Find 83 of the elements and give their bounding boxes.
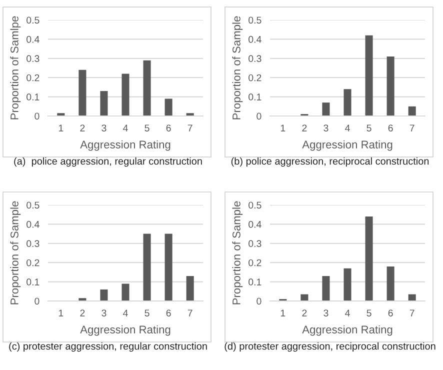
x-tick-label: 4: [123, 310, 128, 316]
bar: [164, 234, 172, 301]
y-tick-label: 0.3: [248, 55, 262, 62]
bar: [344, 268, 352, 301]
y-tick-label: 0.3: [26, 55, 40, 62]
bar: [143, 60, 151, 116]
y-tick-label: 0.4: [248, 36, 262, 43]
x-tick-label: 3: [102, 310, 106, 316]
y-tick-label: 0.1: [248, 278, 262, 286]
x-tick-label: 4: [345, 124, 350, 132]
x-tick-label: 4: [123, 124, 128, 132]
x-tick-label: 7: [188, 124, 192, 132]
x-axis-title: Aggression Rating: [80, 325, 170, 336]
bar: [164, 98, 172, 116]
x-tick-label: 3: [324, 310, 328, 316]
x-tick-label: 2: [80, 310, 85, 316]
x-tick-label: 6: [388, 310, 393, 316]
bar: [186, 276, 194, 301]
y-tick-label: 0.5: [248, 16, 262, 24]
x-tick-label: 6: [166, 310, 171, 316]
y-tick-label: 0.5: [26, 16, 40, 24]
x-tick-label: 5: [144, 124, 150, 132]
x-tick-label: 2: [302, 310, 307, 316]
x-tick-label: 1: [58, 310, 64, 316]
x-tick-label: 2: [80, 124, 85, 132]
bar: [365, 35, 373, 116]
y-axis-title: Proportion of Samlpe: [10, 16, 21, 120]
y-axis-title: Proportion of Sample: [232, 201, 243, 304]
y-tick-label: 0.1: [26, 278, 40, 286]
y-tick-label: 0.4: [26, 220, 40, 228]
y-tick-label: 0.2: [248, 74, 262, 82]
x-tick-label: 1: [280, 124, 286, 132]
x-tick-label: 5: [144, 310, 150, 316]
y-tick-label: 0: [256, 112, 262, 120]
bar: [122, 74, 130, 116]
x-tick-label: 7: [188, 310, 192, 316]
y-tick-label: 0.5: [248, 202, 262, 209]
bar: [408, 106, 416, 116]
y-axis-title: Proportion of Sample: [10, 201, 21, 304]
bar: [365, 216, 373, 301]
bar: [122, 284, 130, 301]
text: (a) police aggression, regular construction: [14, 157, 202, 167]
x-tick-label: 3: [102, 124, 106, 132]
y-tick-label: 0.3: [26, 240, 40, 248]
y-tick-label: 0: [34, 298, 40, 305]
text: (c) protester aggression, regular construction: [9, 342, 207, 352]
x-tick-label: 2: [302, 124, 307, 132]
bar: [100, 91, 108, 116]
x-tick-label: 5: [366, 124, 372, 132]
y-tick-label: 0.1: [26, 94, 40, 100]
x-tick-label: 3: [324, 124, 328, 132]
bar: [78, 70, 86, 116]
x-tick-label: 5: [366, 310, 372, 316]
x-axis-title: Aggression Rating: [302, 140, 392, 151]
x-tick-label: 1: [280, 310, 286, 316]
x-tick-label: 6: [166, 124, 171, 132]
y-tick-label: 0: [34, 112, 40, 120]
x-tick-label: 7: [410, 310, 414, 316]
y-tick-label: 0.4: [248, 220, 262, 228]
bar: [386, 56, 394, 116]
y-tick-label: 0.4: [26, 36, 40, 43]
bar: [322, 276, 330, 301]
y-tick-label: 0.1: [248, 94, 262, 100]
x-tick-label: 7: [410, 124, 414, 132]
y-tick-label: 0.5: [26, 202, 40, 209]
y-tick-label: 0.2: [26, 259, 40, 266]
bar: [100, 289, 108, 301]
y-axis-title: Proportion of Sample: [232, 16, 243, 120]
text: (b) police aggression, reciprocal construction: [231, 157, 429, 167]
bar: [386, 266, 394, 301]
bar: [322, 102, 330, 116]
text: (d) protester aggression, reciprocal construction: [224, 342, 436, 352]
bar: [344, 89, 352, 116]
y-tick-label: 0.3: [248, 240, 262, 248]
bar: [143, 234, 151, 301]
x-tick-label: 4: [345, 310, 350, 316]
y-tick-label: 0.2: [26, 74, 40, 82]
x-axis-title: Aggression Rating: [80, 140, 170, 151]
y-tick-label: 0.2: [248, 259, 262, 266]
y-tick-label: 0: [256, 298, 262, 305]
x-tick-label: 1: [58, 124, 64, 132]
x-tick-label: 6: [388, 124, 393, 132]
x-axis-title: Aggression Rating: [302, 325, 392, 336]
